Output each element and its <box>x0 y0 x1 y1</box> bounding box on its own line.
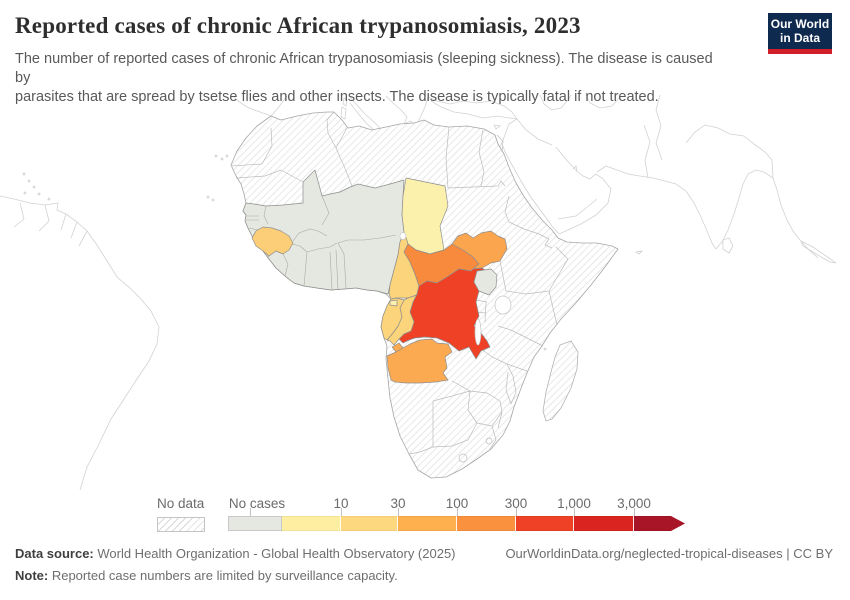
iberia-coast <box>232 95 288 117</box>
legend-tickmark <box>457 508 458 516</box>
country-madagascar[interactable] <box>542 340 579 422</box>
legend-bin-300-1000[interactable] <box>516 516 574 531</box>
footer-datasource-text: World Health Organization - Global Healt… <box>93 546 456 561</box>
turkey-coast <box>427 96 518 130</box>
caspian-hints <box>539 94 620 111</box>
country-eswatini[interactable] <box>485 437 493 445</box>
south-america-borders <box>13 202 88 247</box>
legend-tick-100: 100 <box>445 496 469 511</box>
legend-bin-10-30[interactable] <box>341 516 398 531</box>
srilanka-sumatra <box>722 237 837 264</box>
legend-bin-30-100[interactable] <box>398 516 457 531</box>
greece-coast <box>385 95 438 137</box>
footer-note-label: Note: <box>15 568 49 583</box>
legend-tick-10: 10 <box>333 496 349 511</box>
footer-note-text: Reported case numbers are limited by sur… <box>48 568 398 583</box>
country-lesotho[interactable] <box>458 453 468 463</box>
levant-coast <box>499 118 553 148</box>
country-equatorial-guinea[interactable] <box>389 299 398 307</box>
asia-borders <box>643 94 774 179</box>
arabia-coast <box>502 145 612 235</box>
page-title: Reported cases of chronic African trypan… <box>15 13 581 38</box>
legend-bin-lt10[interactable] <box>282 516 341 531</box>
legend-bin-gt3000[interactable] <box>634 516 672 531</box>
country-south-sudan[interactable] <box>451 230 508 272</box>
legend-tickmark <box>341 508 342 516</box>
country-chad[interactable] <box>401 177 449 255</box>
logo-line-1: Our World <box>770 17 830 31</box>
legend-tick-300: 300 <box>504 496 528 511</box>
lake-victoria <box>494 295 512 315</box>
lake-tanganyika <box>474 318 482 346</box>
legend-tick-30: 30 <box>390 496 406 511</box>
lakes <box>399 232 512 346</box>
owid-logo[interactable]: Our World in Data <box>768 13 832 54</box>
legend-tickmark <box>516 508 517 516</box>
legend-tickmark <box>574 508 575 516</box>
legend-no-data-label: No data <box>157 496 205 511</box>
context-coastlines <box>0 94 837 491</box>
legend-no-cases-label: No cases <box>228 496 286 511</box>
legend-tick-3000: 3,000 <box>617 496 651 511</box>
page-subtitle: The number of reported cases of chronic … <box>15 50 725 107</box>
logo-line-2: in Data <box>779 31 820 45</box>
legend-no-data-swatch[interactable] <box>157 517 205 532</box>
footer-link[interactable]: OurWorldinData.org/neglected-tropical-di… <box>505 546 833 561</box>
country-guinea[interactable] <box>251 226 294 257</box>
lake-chad <box>399 232 407 240</box>
footer-note: Note: Reported case numbers are limited … <box>15 568 398 583</box>
footer-datasource: Data source: World Health Organization -… <box>15 546 456 561</box>
legend-bin-100-300[interactable] <box>457 516 516 531</box>
country-angola[interactable] <box>386 338 453 384</box>
legend-arrowhead <box>671 516 685 531</box>
south-america-coast <box>0 195 160 491</box>
legend-colorbar <box>228 516 685 531</box>
legend-tickmark <box>250 508 251 516</box>
legend-bin-no-cases[interactable] <box>228 516 282 531</box>
small-islands <box>22 154 644 351</box>
footer-datasource-label: Data source: <box>15 546 94 561</box>
legend-tickmark <box>398 508 399 516</box>
legend-tick-1000: 1,000 <box>557 496 591 511</box>
legend-tickmark <box>634 508 635 516</box>
no-data-country-borders <box>230 111 569 455</box>
country-gabon[interactable] <box>380 297 405 341</box>
country-uganda[interactable] <box>473 268 498 296</box>
subtitle-line-1: The number of reported cases of chronic … <box>15 51 713 86</box>
legend-bin-1000-3000[interactable] <box>574 516 634 531</box>
subtitle-line-2: parasites that are spread by tsetse flie… <box>15 89 659 105</box>
asia-coast <box>596 165 819 259</box>
